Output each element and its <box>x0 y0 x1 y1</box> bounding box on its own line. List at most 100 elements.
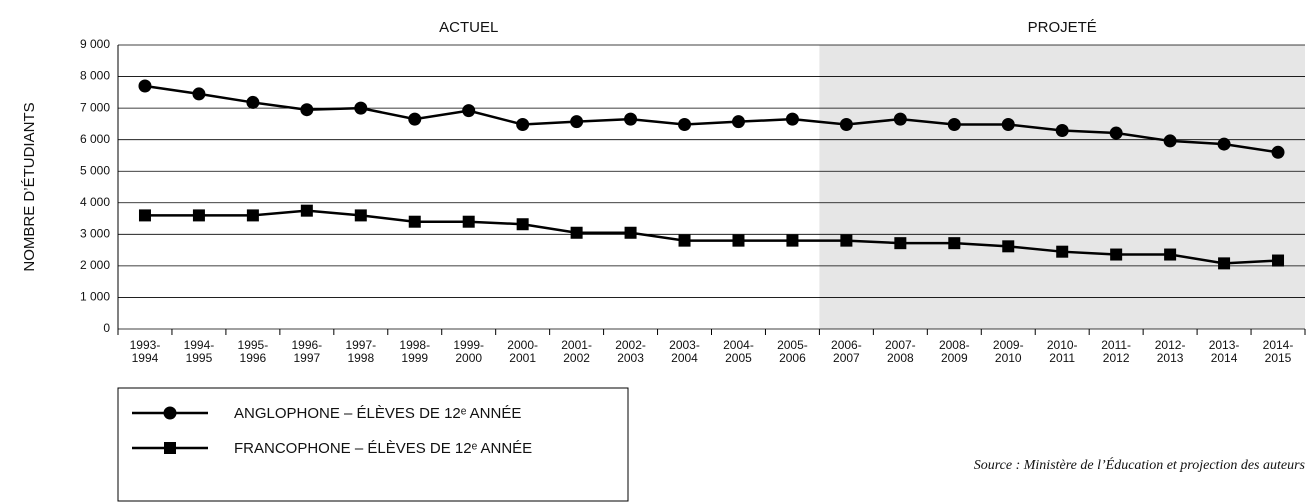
x-tick-label: 2003 <box>617 351 644 365</box>
y-tick-label: 8 000 <box>80 69 110 83</box>
x-tick-label: 2011 <box>1049 351 1075 365</box>
x-tick-label: 2004- <box>723 338 754 352</box>
x-tick-label: 2004 <box>671 351 698 365</box>
y-tick-label: 7 000 <box>80 100 110 114</box>
legend-label: ANGLOPHONE – ÉLÈVES DE 12ᵉ ANNÉE <box>234 405 521 422</box>
data-point <box>246 209 259 222</box>
region-label: PROJETÉ <box>1028 19 1097 36</box>
x-tick-label: 1993- <box>130 338 161 352</box>
x-tick-label: 2013- <box>1209 338 1240 352</box>
x-tick-label: 1997 <box>293 351 320 365</box>
data-point <box>1056 245 1069 258</box>
x-tick-label: 1995- <box>238 338 269 352</box>
data-point <box>732 234 745 247</box>
y-tick-label: 5 000 <box>80 163 110 177</box>
data-point <box>678 234 691 247</box>
data-point <box>516 118 530 132</box>
x-tick-label: 2006 <box>779 351 806 365</box>
y-tick-label: 9 000 <box>80 37 110 51</box>
x-tick-label: 2008- <box>939 338 970 352</box>
data-point <box>1001 118 1015 132</box>
source-note: Source : Ministère de l’Éducation et pro… <box>974 456 1306 473</box>
legend-box <box>117 387 629 502</box>
data-point <box>516 218 529 231</box>
data-point <box>948 237 961 250</box>
data-point <box>1110 248 1123 261</box>
projected-region <box>819 45 1305 329</box>
x-tick-label: 2005 <box>725 351 752 365</box>
x-tick-label: 2015 <box>1265 351 1292 365</box>
x-tick-label: 2012- <box>1155 338 1186 352</box>
x-tick-label: 2014 <box>1211 351 1238 365</box>
series-line <box>144 84 1279 154</box>
y-tick-label: 2 000 <box>80 258 110 272</box>
data-point <box>894 237 907 250</box>
x-tick-label: 2007- <box>885 338 916 352</box>
x-tick-label: 2010 <box>995 351 1022 365</box>
x-tick-label: 1998- <box>399 338 430 352</box>
data-point <box>570 226 583 239</box>
data-point <box>408 112 422 126</box>
data-point <box>462 104 476 118</box>
x-tick-label: 1997- <box>345 338 376 352</box>
x-tick-label: 1999 <box>401 351 428 365</box>
x-tick-label: 2005- <box>777 338 808 352</box>
data-point <box>731 115 745 129</box>
data-point <box>785 112 799 126</box>
y-tick-label: 0 <box>103 321 110 335</box>
data-point <box>678 118 692 132</box>
x-tick-label: 1996 <box>240 351 267 365</box>
x-tick-label: 2014- <box>1263 338 1294 352</box>
data-point <box>1109 126 1123 140</box>
x-tick-label: 2007 <box>833 351 860 365</box>
data-point <box>300 204 313 217</box>
legend-marker <box>163 406 177 420</box>
series-line <box>144 209 1279 265</box>
data-point <box>246 95 260 109</box>
x-tick-label: 2000- <box>507 338 538 352</box>
data-point <box>192 209 205 222</box>
x-tick-label: 2003- <box>669 338 700 352</box>
data-point <box>570 115 584 129</box>
legend-label: FRANCOPHONE – ÉLÈVES DE 12ᵉ ANNÉE <box>234 440 532 457</box>
x-tick-label: 2013 <box>1157 351 1184 365</box>
x-tick-label: 2009 <box>941 351 968 365</box>
x-tick-label: 2001- <box>561 338 592 352</box>
y-tick-label: 3 000 <box>80 227 110 241</box>
data-point <box>947 118 961 132</box>
x-tick-label: 2008 <box>887 351 914 365</box>
y-tick-label: 6 000 <box>80 132 110 146</box>
x-tick-label: 1996- <box>291 338 322 352</box>
x-tick-label: 2001 <box>509 351 536 365</box>
data-point <box>408 215 421 228</box>
region-label: ACTUEL <box>439 19 498 36</box>
x-tick-label: 2009- <box>993 338 1024 352</box>
x-tick-label: 2002 <box>563 351 590 365</box>
x-tick-label: 2002- <box>615 338 646 352</box>
x-tick-label: 2006- <box>831 338 862 352</box>
y-tick-label: 4 000 <box>80 195 110 209</box>
x-tick-label: 1994 <box>132 351 159 365</box>
x-tick-label: 2000 <box>455 351 482 365</box>
data-point <box>624 112 638 126</box>
data-point <box>1164 248 1177 261</box>
data-point <box>192 87 206 101</box>
data-point <box>1271 145 1285 159</box>
data-point <box>1002 240 1015 253</box>
data-point <box>624 226 637 239</box>
data-point <box>354 209 367 222</box>
data-point <box>893 112 907 126</box>
x-tick-label: 1995 <box>186 351 213 365</box>
data-point <box>840 234 853 247</box>
data-point <box>1163 134 1177 148</box>
data-point <box>786 234 799 247</box>
x-tick-label: 2012 <box>1103 351 1130 365</box>
data-point <box>354 101 368 115</box>
data-point <box>839 118 853 132</box>
data-point <box>1272 254 1285 267</box>
data-point <box>1218 257 1231 270</box>
x-tick-label: 2011- <box>1101 338 1131 352</box>
data-point <box>1055 124 1069 138</box>
data-point <box>300 103 314 117</box>
